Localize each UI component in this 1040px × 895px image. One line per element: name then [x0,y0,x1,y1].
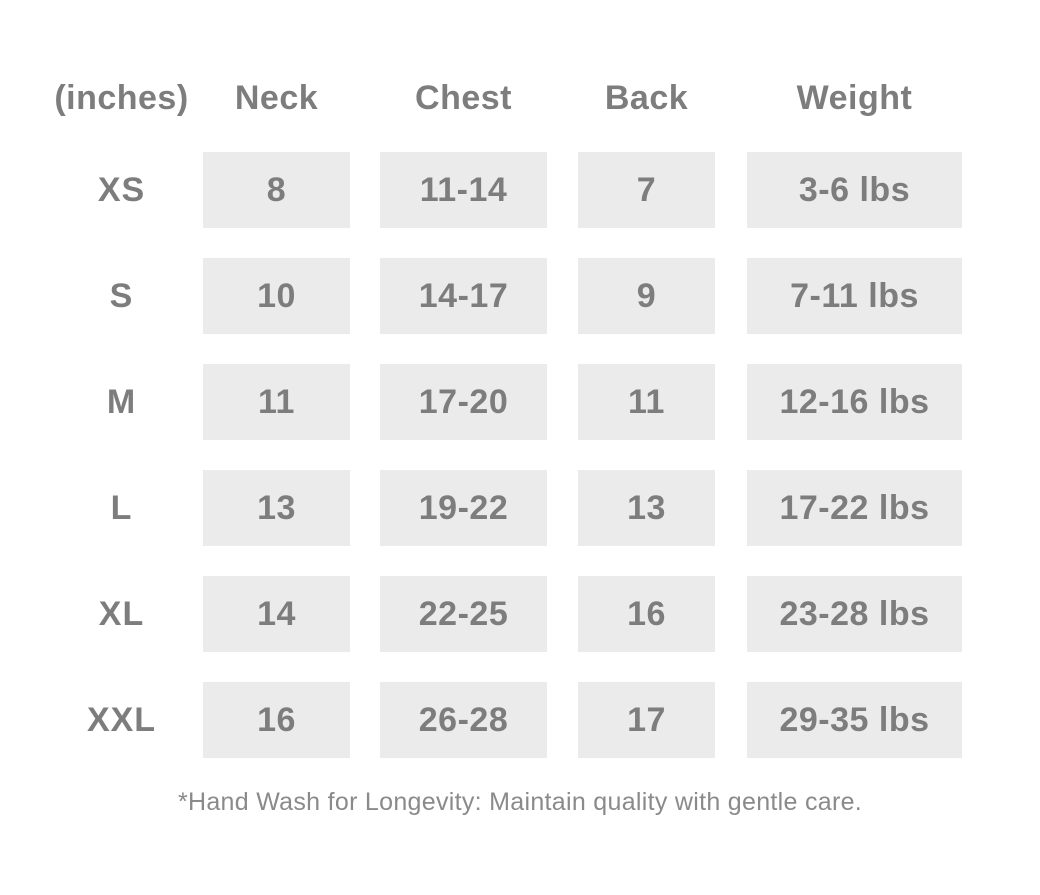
cell-xl-chest: 22-25 [380,576,547,652]
table-header-row: (inches) Neck Chest Back Weight [50,52,1040,122]
table-row-xxl: XXL 16 26-28 17 29-35 lbs [50,682,1040,758]
row-label-xl: XL [98,594,145,633]
row-label-l: L [110,488,133,527]
table-row-xl: XL 14 22-25 16 23-28 lbs [50,576,1040,652]
table-row-xs: XS 8 11-14 7 3-6 lbs [50,152,1040,228]
cell-xs-chest: 11-14 [380,152,547,228]
cell-xl-back: 16 [578,576,715,652]
column-header-back: Back [604,79,689,117]
cell-l-chest: 19-22 [380,470,547,546]
cell-m-weight: 12-16 lbs [747,364,962,440]
cell-s-weight: 7-11 lbs [747,258,962,334]
unit-label: (inches) [54,79,189,117]
cell-xs-weight: 3-6 lbs [747,152,962,228]
column-header-neck: Neck [234,79,319,117]
cell-m-neck: 11 [203,364,350,440]
column-header-chest: Chest [415,79,512,117]
cell-xxl-neck: 16 [203,682,350,758]
cell-l-back: 13 [578,470,715,546]
column-header-weight: Weight [796,79,913,117]
cell-l-weight: 17-22 lbs [747,470,962,546]
size-chart-table: (inches) Neck Chest Back Weight XS 8 11-… [50,52,1040,758]
cell-l-neck: 13 [203,470,350,546]
cell-s-chest: 14-17 [380,258,547,334]
cell-s-neck: 10 [203,258,350,334]
cell-m-chest: 17-20 [380,364,547,440]
cell-xs-neck: 8 [203,152,350,228]
cell-xxl-back: 17 [578,682,715,758]
table-row-m: M 11 17-20 11 12-16 lbs [50,364,1040,440]
cell-xs-back: 7 [578,152,715,228]
row-label-xs: XS [97,170,146,209]
cell-xl-weight: 23-28 lbs [747,576,962,652]
cell-m-back: 11 [578,364,715,440]
row-label-xxl: XXL [86,700,157,739]
cell-xxl-chest: 26-28 [380,682,547,758]
cell-s-back: 9 [578,258,715,334]
table-row-s: S 10 14-17 9 7-11 lbs [50,258,1040,334]
table-row-l: L 13 19-22 13 17-22 lbs [50,470,1040,546]
cell-xl-neck: 14 [203,576,350,652]
cell-xxl-weight: 29-35 lbs [747,682,962,758]
row-label-m: M [106,382,137,421]
row-label-s: S [109,276,134,315]
care-footnote: *Hand Wash for Longevity: Maintain quali… [177,788,863,816]
